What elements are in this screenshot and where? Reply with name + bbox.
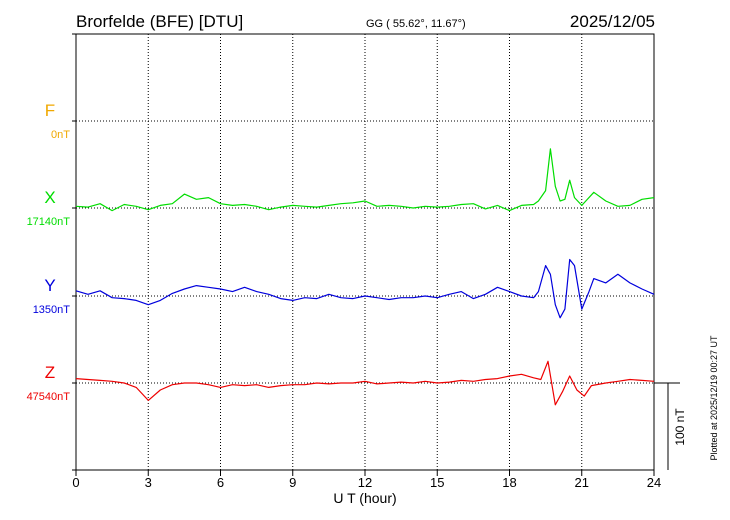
x-tick-label: 9 xyxy=(289,475,296,490)
series-name-f: F xyxy=(45,101,55,120)
x-tick-label: 3 xyxy=(145,475,152,490)
grid xyxy=(76,34,654,470)
plotted-at-note: Plotted at 2025/12/19 00:27 UT xyxy=(709,335,719,461)
x-tick-label: 15 xyxy=(430,475,444,490)
x-tick-label: 24 xyxy=(647,475,661,490)
x-axis-label: U T (hour) xyxy=(333,490,396,506)
x-tick-label: 0 xyxy=(72,475,79,490)
series-baseline-y: 1350nT xyxy=(33,304,71,316)
series-name-y: Y xyxy=(44,276,55,295)
geo-coordinates: GG ( 55.62°, 11.67°) xyxy=(366,18,466,30)
series-baseline-z: 47540nT xyxy=(27,391,71,403)
series-baseline-f: 0nT xyxy=(51,129,70,141)
trace-x xyxy=(75,148,655,212)
series-labels: F 0nT X 17140nT Y 1350nT Z 47540nT xyxy=(27,101,71,403)
scale-bar-label: 100 nT xyxy=(673,408,687,446)
traces xyxy=(75,148,655,406)
station-title: Brorfelde (BFE) [DTU] xyxy=(76,12,243,31)
x-tick-label: 6 xyxy=(217,475,224,490)
trace-z xyxy=(75,360,655,406)
x-axis: 0 3 6 9 12 15 18 21 24 xyxy=(72,33,661,490)
series-baseline-x: 17140nT xyxy=(27,216,71,228)
x-tick-label: 12 xyxy=(358,475,372,490)
series-name-x: X xyxy=(44,188,55,207)
plot-frame xyxy=(75,33,655,471)
trace-y xyxy=(75,258,655,319)
chart-date: 2025/12/05 xyxy=(570,12,655,31)
x-tick-label: 21 xyxy=(575,475,589,490)
scale-bar: 100 nT xyxy=(654,382,687,470)
series-name-z: Z xyxy=(45,363,55,382)
x-tick-label: 18 xyxy=(502,475,516,490)
